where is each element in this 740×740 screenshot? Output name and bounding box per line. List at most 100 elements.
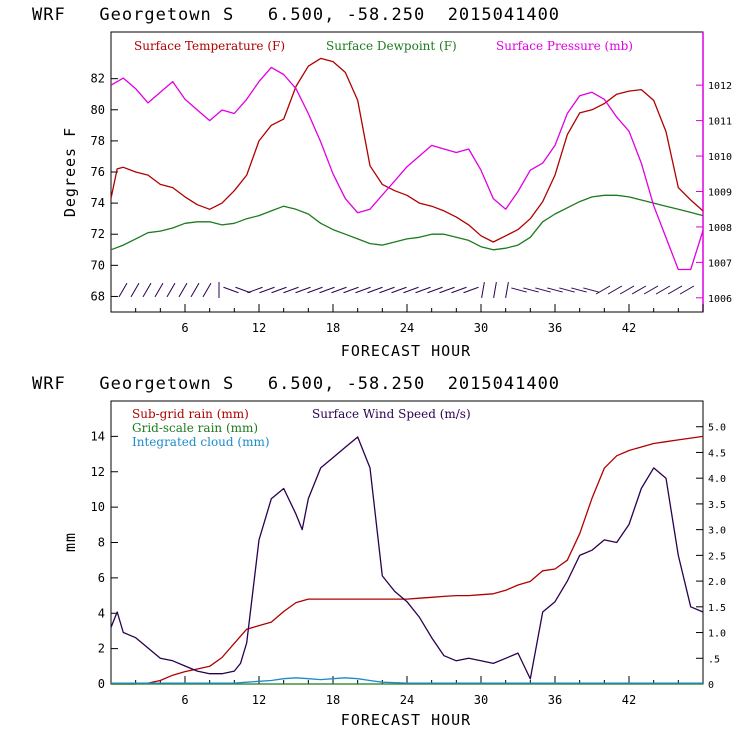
left-tick-label: 80 bbox=[91, 103, 105, 117]
right-tick-label: .5 bbox=[708, 654, 720, 665]
x-tick-label: 6 bbox=[181, 693, 188, 707]
right-tick-label: 1006 bbox=[708, 294, 732, 305]
right-tick-label: 4.5 bbox=[708, 448, 726, 459]
panel2-series bbox=[110, 435, 704, 685]
x-tick-label: 30 bbox=[474, 693, 488, 707]
legend-sub-grid-rain: Sub-grid rain (mm) bbox=[132, 407, 249, 421]
right-tick-label: 1008 bbox=[708, 223, 732, 234]
legend-surface-temperature: Surface Temperature (F) bbox=[134, 39, 285, 53]
surface-wind-speed-line bbox=[110, 436, 704, 680]
wind-barb bbox=[481, 282, 485, 298]
left-tick-label: 72 bbox=[91, 227, 105, 241]
legend-surface-pressure: Surface Pressure (mb) bbox=[496, 39, 633, 53]
wind-barb bbox=[202, 282, 212, 298]
right-tick-label: 1007 bbox=[708, 258, 732, 269]
x-tick-label: 6 bbox=[181, 321, 188, 335]
wind-barb bbox=[607, 285, 623, 295]
wind-barb bbox=[154, 282, 164, 298]
surface-temperature-line bbox=[110, 57, 704, 243]
legend-surface-dewpoint: Surface Dewpoint (F) bbox=[326, 39, 457, 53]
surface-dewpoint-line bbox=[110, 194, 704, 251]
panel2-right-y-ticks: 0 .5 1.0 1.5 2.0 2.5 3.0 3.5 4.0 4.5 5.0 bbox=[696, 423, 726, 691]
left-tick-label: 70 bbox=[91, 258, 105, 272]
right-tick-label: 1009 bbox=[708, 187, 732, 198]
x-tick-label: 24 bbox=[400, 321, 414, 335]
wind-barb bbox=[343, 286, 359, 294]
wind-barb bbox=[235, 286, 251, 294]
wind-barb bbox=[379, 286, 395, 294]
left-tick-label: 76 bbox=[91, 165, 105, 179]
x-tick-label: 42 bbox=[622, 693, 636, 707]
left-tick-label: 8 bbox=[98, 536, 105, 550]
wind-barb bbox=[631, 285, 647, 295]
right-tick-label: 0 bbox=[708, 680, 714, 691]
left-tick-label: 6 bbox=[98, 571, 105, 585]
wind-barb bbox=[511, 287, 527, 293]
panel2-x-ticks: 6 12 18 24 30 36 42 bbox=[110, 676, 704, 707]
panel1-wind-barbs bbox=[118, 282, 695, 298]
x-tick-label: 18 bbox=[326, 321, 340, 335]
wind-barb bbox=[307, 286, 323, 294]
wind-barb bbox=[403, 286, 419, 294]
wind-barb bbox=[391, 286, 407, 294]
wind-barb bbox=[583, 287, 599, 293]
wind-barb bbox=[427, 286, 443, 294]
wind-barb bbox=[559, 287, 575, 293]
wind-barb bbox=[166, 282, 176, 298]
panel1-series bbox=[110, 57, 704, 271]
right-tick-label: 1.0 bbox=[708, 629, 726, 640]
wind-barb bbox=[367, 286, 383, 294]
x-tick-label: 42 bbox=[622, 321, 636, 335]
wind-barb bbox=[247, 286, 263, 294]
right-tick-label: 1.5 bbox=[708, 603, 726, 614]
wind-barb bbox=[355, 286, 371, 294]
left-tick-label: 68 bbox=[91, 289, 105, 303]
wind-barb bbox=[667, 285, 683, 295]
x-tick-label: 36 bbox=[548, 693, 562, 707]
x-tick-label: 30 bbox=[474, 321, 488, 335]
left-tick-label: 10 bbox=[91, 500, 105, 514]
wind-barb bbox=[535, 287, 551, 293]
x-tick-label: 18 bbox=[326, 693, 340, 707]
left-tick-label: 4 bbox=[98, 606, 105, 620]
wind-barb bbox=[178, 282, 188, 298]
right-tick-label: 3.5 bbox=[708, 500, 726, 511]
legend-surface-wind-speed: Surface Wind Speed (m/s) bbox=[312, 407, 471, 421]
wind-barb bbox=[595, 285, 611, 295]
panel2-x-axis-label: FORECAST HOUR bbox=[341, 711, 471, 729]
wind-barb bbox=[271, 286, 287, 294]
wind-barb bbox=[283, 286, 299, 294]
left-tick-label: 14 bbox=[91, 429, 105, 443]
panel1-frame bbox=[110, 31, 704, 313]
panel1-x-ticks: 6 12 18 24 30 36 42 bbox=[110, 304, 704, 335]
wind-barb bbox=[223, 286, 239, 294]
x-tick-label: 12 bbox=[252, 693, 266, 707]
left-tick-label: 78 bbox=[91, 134, 105, 148]
panel1-title: WRF Georgetown S 6.500, -58.250 20150414… bbox=[32, 5, 560, 25]
x-tick-label: 36 bbox=[548, 321, 562, 335]
panel2-title: WRF Georgetown S 6.500, -58.250 20150414… bbox=[32, 374, 560, 394]
wind-barb bbox=[295, 286, 311, 294]
wind-barb bbox=[331, 286, 347, 294]
panel1-y-axis-label: Degrees F bbox=[61, 127, 79, 217]
wind-barb bbox=[493, 282, 497, 298]
wind-barb bbox=[415, 286, 431, 294]
wind-barb bbox=[118, 282, 128, 298]
wind-barb bbox=[547, 287, 563, 293]
legend-integrated-cloud: Integrated cloud (mm) bbox=[132, 435, 270, 449]
right-tick-label: 3.0 bbox=[708, 526, 726, 537]
left-tick-label: 12 bbox=[91, 465, 105, 479]
wind-barb bbox=[571, 287, 587, 293]
panel2-left-y-ticks: 0 2 4 6 8 10 12 14 bbox=[91, 429, 118, 691]
wind-barb bbox=[451, 286, 467, 294]
wind-barb bbox=[142, 282, 152, 298]
wind-barb bbox=[643, 285, 659, 295]
wind-barb bbox=[679, 285, 695, 295]
wind-barb bbox=[505, 282, 509, 298]
wind-barb bbox=[259, 286, 275, 294]
panel1-right-y-ticks: 1006 1007 1008 1009 1010 1011 1012 bbox=[696, 81, 732, 305]
panel1-x-axis-label: FORECAST HOUR bbox=[341, 342, 471, 360]
surface-pressure-line bbox=[110, 66, 704, 271]
right-tick-label: 2.5 bbox=[708, 551, 726, 562]
